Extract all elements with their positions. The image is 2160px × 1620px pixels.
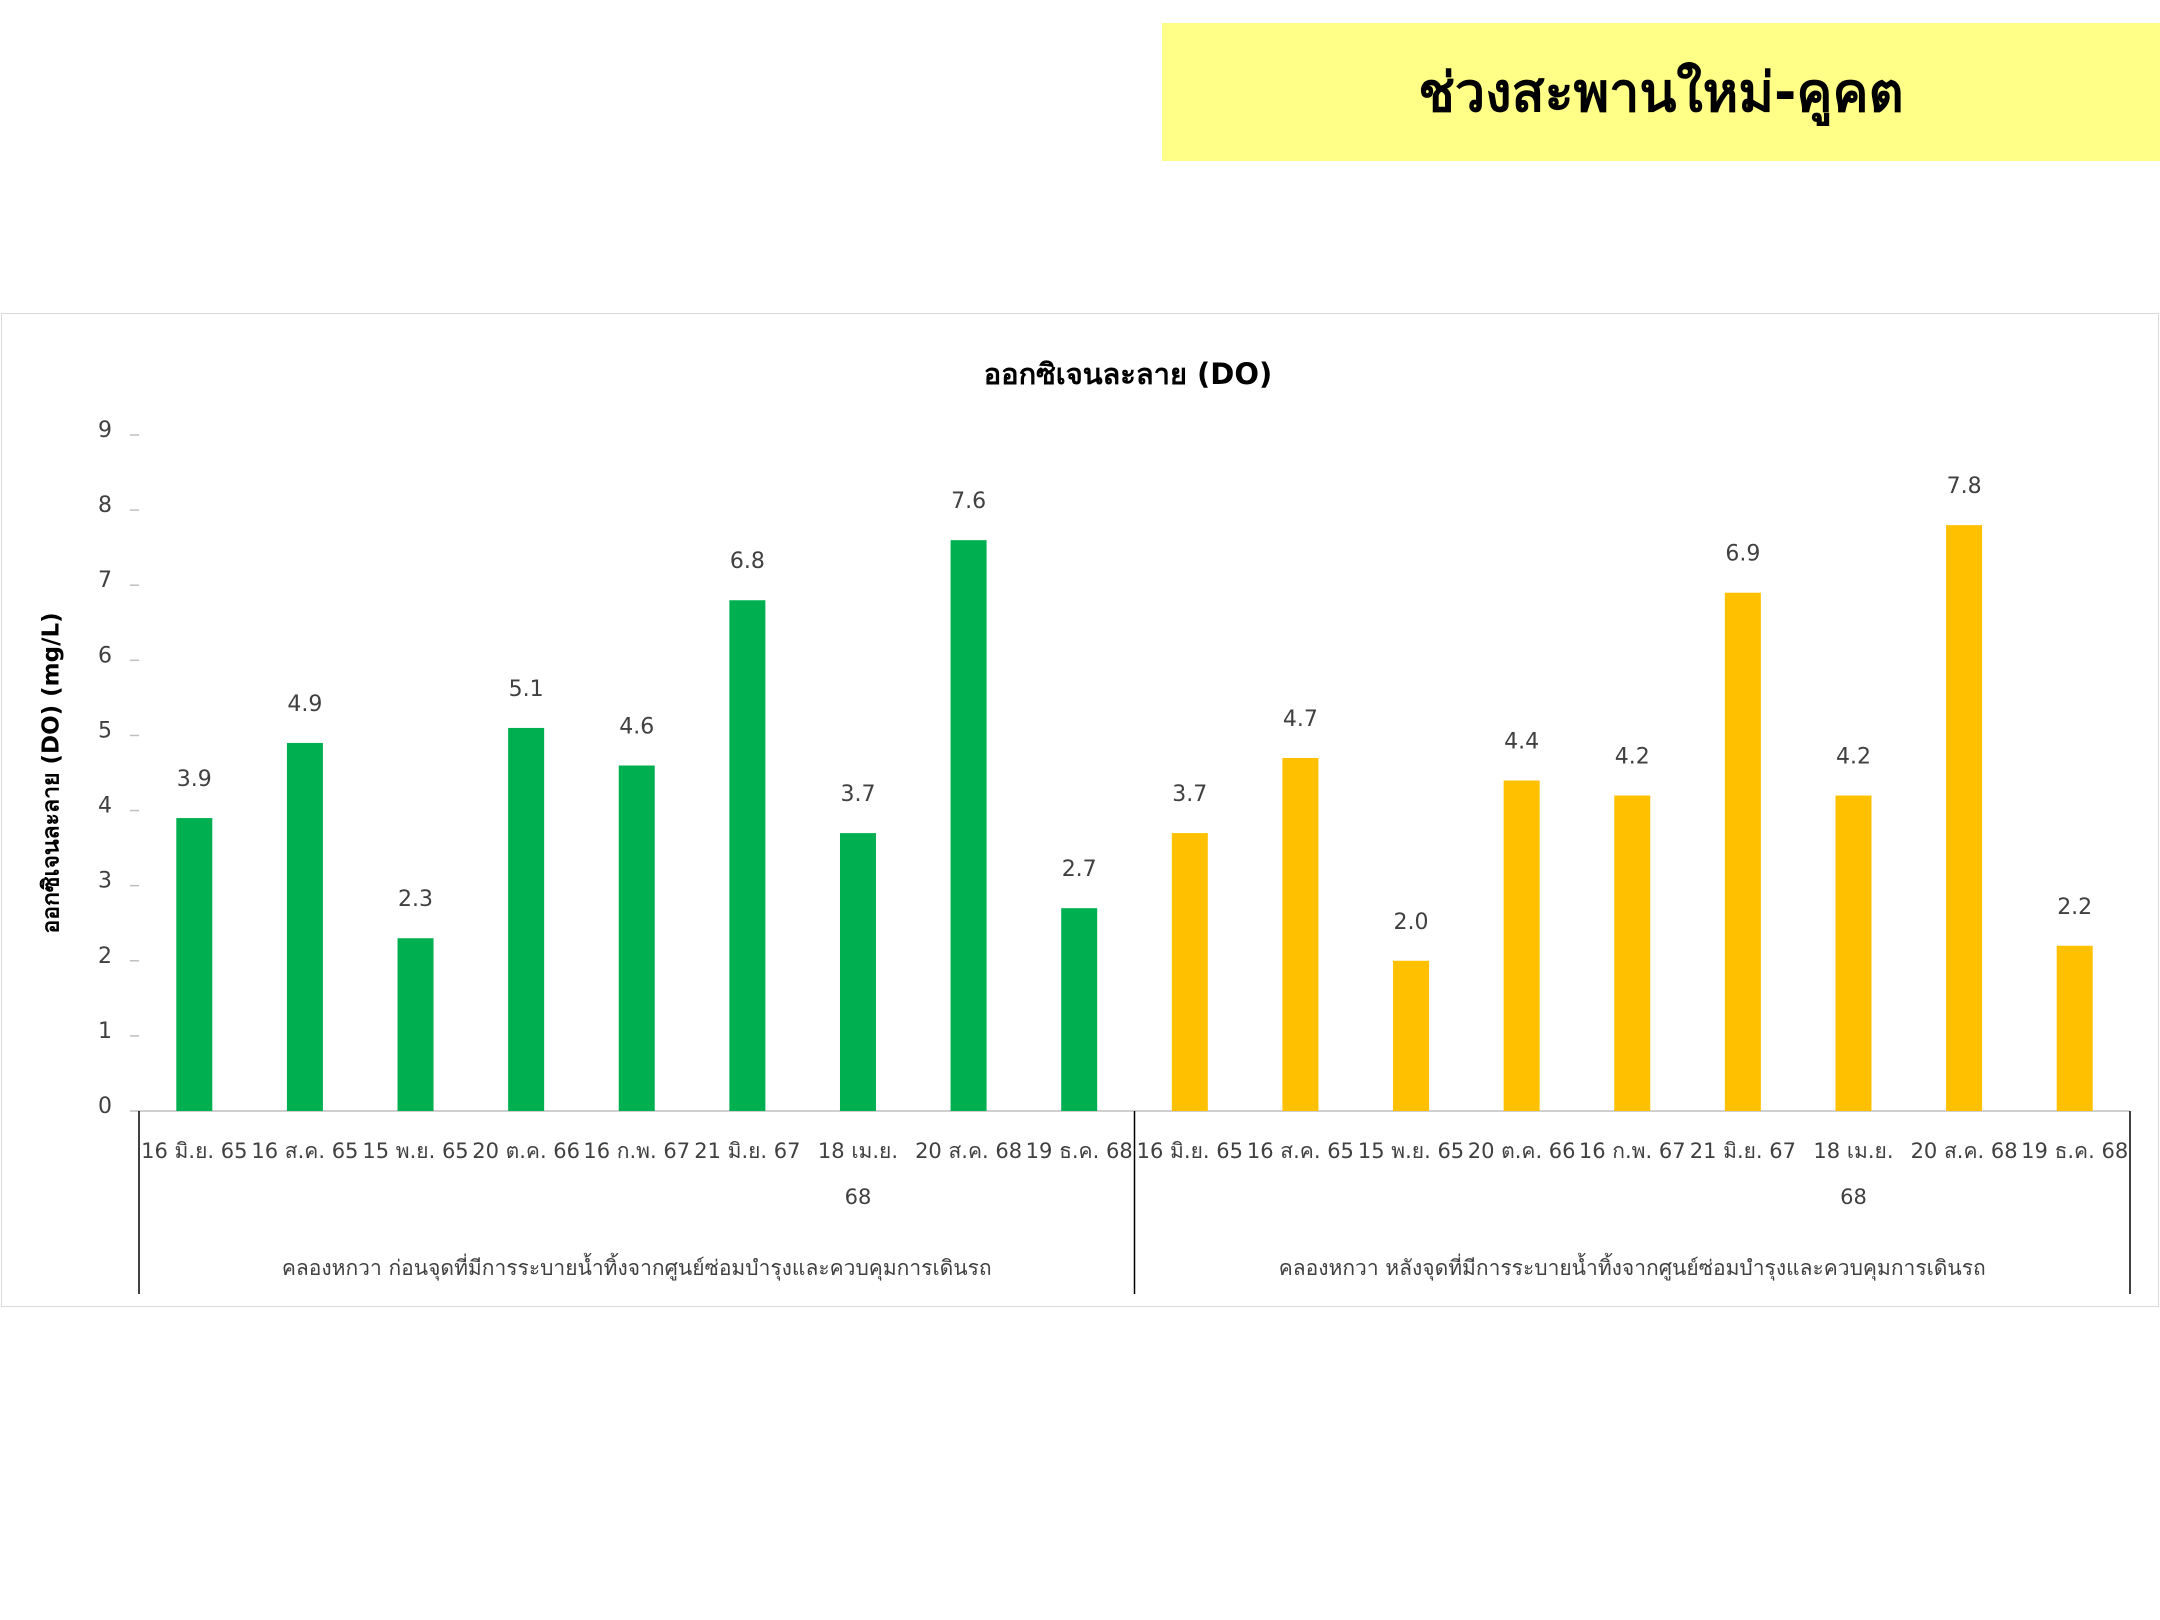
x-tick-label: 16 มิ.ย. 65 <box>141 1139 248 1163</box>
y-tick-label: 1 <box>98 1019 112 1044</box>
x-tick-label: 16 ส.ค. 65 <box>251 1139 359 1163</box>
group-label: คลองหกวา ก่อนจุดที่มีการระบายน้ำทิ้งจากศ… <box>281 1256 992 1280</box>
x-tick-label: 19 ธ.ค. 68 <box>2021 1139 2129 1163</box>
group-label: คลองหกวา หลังจุดที่มีการระบายน้ำทิ้งจากศ… <box>1278 1256 1986 1280</box>
bar <box>1171 833 1208 1111</box>
data-label: 4.2 <box>1836 745 1871 770</box>
x-tick-label: 19 ธ.ค. 68 <box>1025 1139 1133 1163</box>
bar <box>1946 525 1983 1111</box>
data-label: 4.4 <box>1504 730 1539 755</box>
x-tick-label: 18 เม.ย. 68 <box>817 1139 898 1209</box>
data-label: 4.2 <box>1615 745 1650 770</box>
bar <box>618 765 655 1111</box>
data-label: 6.8 <box>730 549 765 574</box>
data-label: 2.3 <box>398 887 433 912</box>
x-tick-label: 15 พ.ย. 65 <box>1357 1139 1465 1163</box>
slide-title: ช่วงสะพานใหม่-คูคต <box>1162 23 2160 161</box>
data-label: 4.7 <box>1283 707 1318 732</box>
y-tick-label: 0 <box>98 1094 112 1119</box>
x-tick-label: 20 ต.ค. 66 <box>1467 1139 1576 1163</box>
data-label: 7.6 <box>951 489 986 514</box>
chart-frame <box>1 313 2159 1307</box>
y-tick-label: 4 <box>98 794 112 819</box>
x-tick-label: 21 มิ.ย. 67 <box>694 1139 801 1163</box>
bar <box>508 727 545 1111</box>
bar <box>1724 592 1761 1111</box>
bar <box>1614 795 1651 1111</box>
data-label: 2.0 <box>1394 910 1429 935</box>
bar <box>950 540 987 1111</box>
bar <box>176 818 213 1111</box>
bar <box>1282 757 1319 1111</box>
y-axis-label: ออกซิเจนละลาย (DO) (mg/L) <box>39 612 65 933</box>
x-tick-label: 20 ส.ค. 68 <box>915 1139 1023 1163</box>
data-label: 3.9 <box>177 767 212 792</box>
data-label: 2.2 <box>2057 895 2092 920</box>
chart-title: ออกซิเจนละลาย (DO) <box>984 357 1273 391</box>
x-tick-label: 16 ก.พ. 67 <box>583 1139 691 1163</box>
bar <box>839 833 876 1111</box>
x-tick-label: 16 ก.พ. 67 <box>1578 1139 1686 1163</box>
bar <box>1061 908 1098 1111</box>
bar <box>2056 945 2093 1111</box>
data-label: 2.7 <box>1062 857 1097 882</box>
x-tick-label: 21 มิ.ย. 67 <box>1689 1139 1796 1163</box>
bar <box>1503 780 1540 1111</box>
data-label: 4.6 <box>619 714 654 739</box>
y-tick-label: 2 <box>98 944 112 969</box>
bar <box>397 938 434 1111</box>
data-label: 6.9 <box>1725 542 1760 567</box>
x-tick-label: 16 มิ.ย. 65 <box>1136 1139 1243 1163</box>
bar <box>286 742 323 1111</box>
x-tick-label: 20 ต.ค. 66 <box>472 1139 581 1163</box>
y-tick-label: 9 <box>98 418 112 443</box>
data-label: 3.7 <box>840 782 875 807</box>
y-tick-label: 7 <box>98 568 112 593</box>
data-label: 4.9 <box>287 692 322 717</box>
y-tick-label: 5 <box>98 718 112 743</box>
x-tick-label: 18 เม.ย. 68 <box>1813 1139 1894 1209</box>
y-tick-label: 3 <box>98 869 112 894</box>
x-tick-label: 15 พ.ย. 65 <box>362 1139 469 1163</box>
x-tick-label: 16 ส.ค. 65 <box>1246 1139 1354 1163</box>
data-label: 5.1 <box>509 677 544 702</box>
bar <box>1835 795 1872 1111</box>
x-tick-label: 20 ส.ค. 68 <box>1910 1139 2018 1163</box>
y-tick-label: 8 <box>98 493 112 518</box>
y-tick-label: 6 <box>98 643 112 668</box>
data-label: 3.7 <box>1172 782 1207 807</box>
data-label: 7.8 <box>1947 474 1982 499</box>
bar <box>729 600 766 1111</box>
bar <box>1393 960 1430 1111</box>
